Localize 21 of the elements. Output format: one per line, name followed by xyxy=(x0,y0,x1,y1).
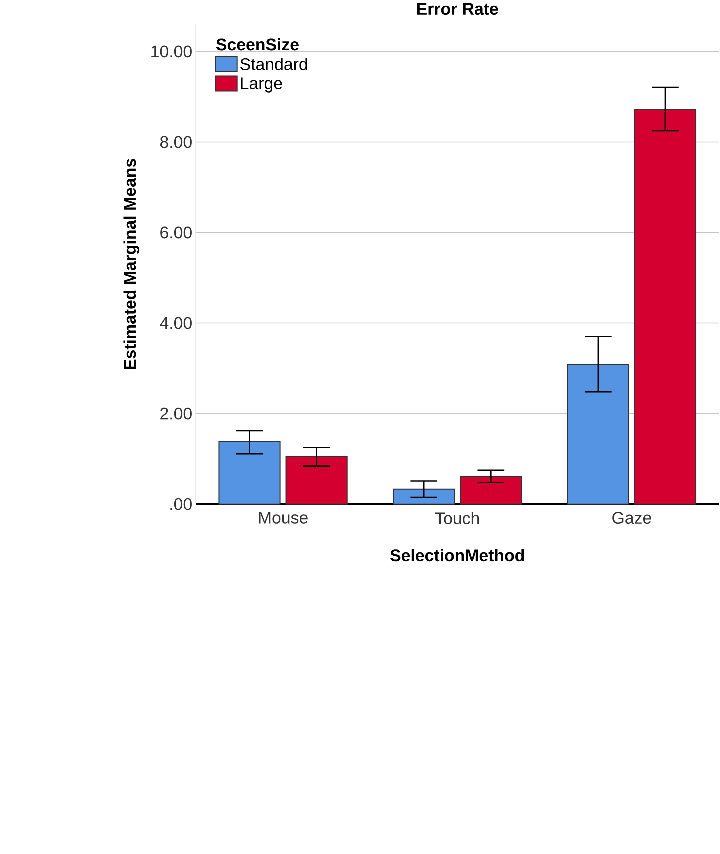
y-tick-label: 2.00 xyxy=(160,408,192,420)
y-tick-label: .00 xyxy=(170,498,192,510)
legend-label: Standard xyxy=(240,58,308,70)
x-tick-label: Mouse xyxy=(259,512,308,524)
bar xyxy=(460,476,522,505)
y-tick-label: 8.00 xyxy=(160,136,192,148)
y-tick-label: 6.00 xyxy=(160,226,192,239)
bar xyxy=(567,364,630,505)
x-tick-label: Touch xyxy=(435,512,479,524)
bar xyxy=(286,456,348,505)
x-axis-title: SelectionMethod xyxy=(390,549,524,562)
y-axis-title: Estimated Marginal Means xyxy=(124,159,140,370)
bar xyxy=(634,109,696,505)
y-tick-label: 4.00 xyxy=(160,317,192,330)
bar xyxy=(392,488,456,505)
legend-title: SceenSize xyxy=(216,38,299,51)
x-tick-label: Gaze xyxy=(612,512,652,524)
bar xyxy=(218,441,281,505)
chart-title: Error Rate xyxy=(417,3,498,16)
y-tick-label: 10.00 xyxy=(152,46,192,58)
legend-label: Large xyxy=(241,78,282,93)
